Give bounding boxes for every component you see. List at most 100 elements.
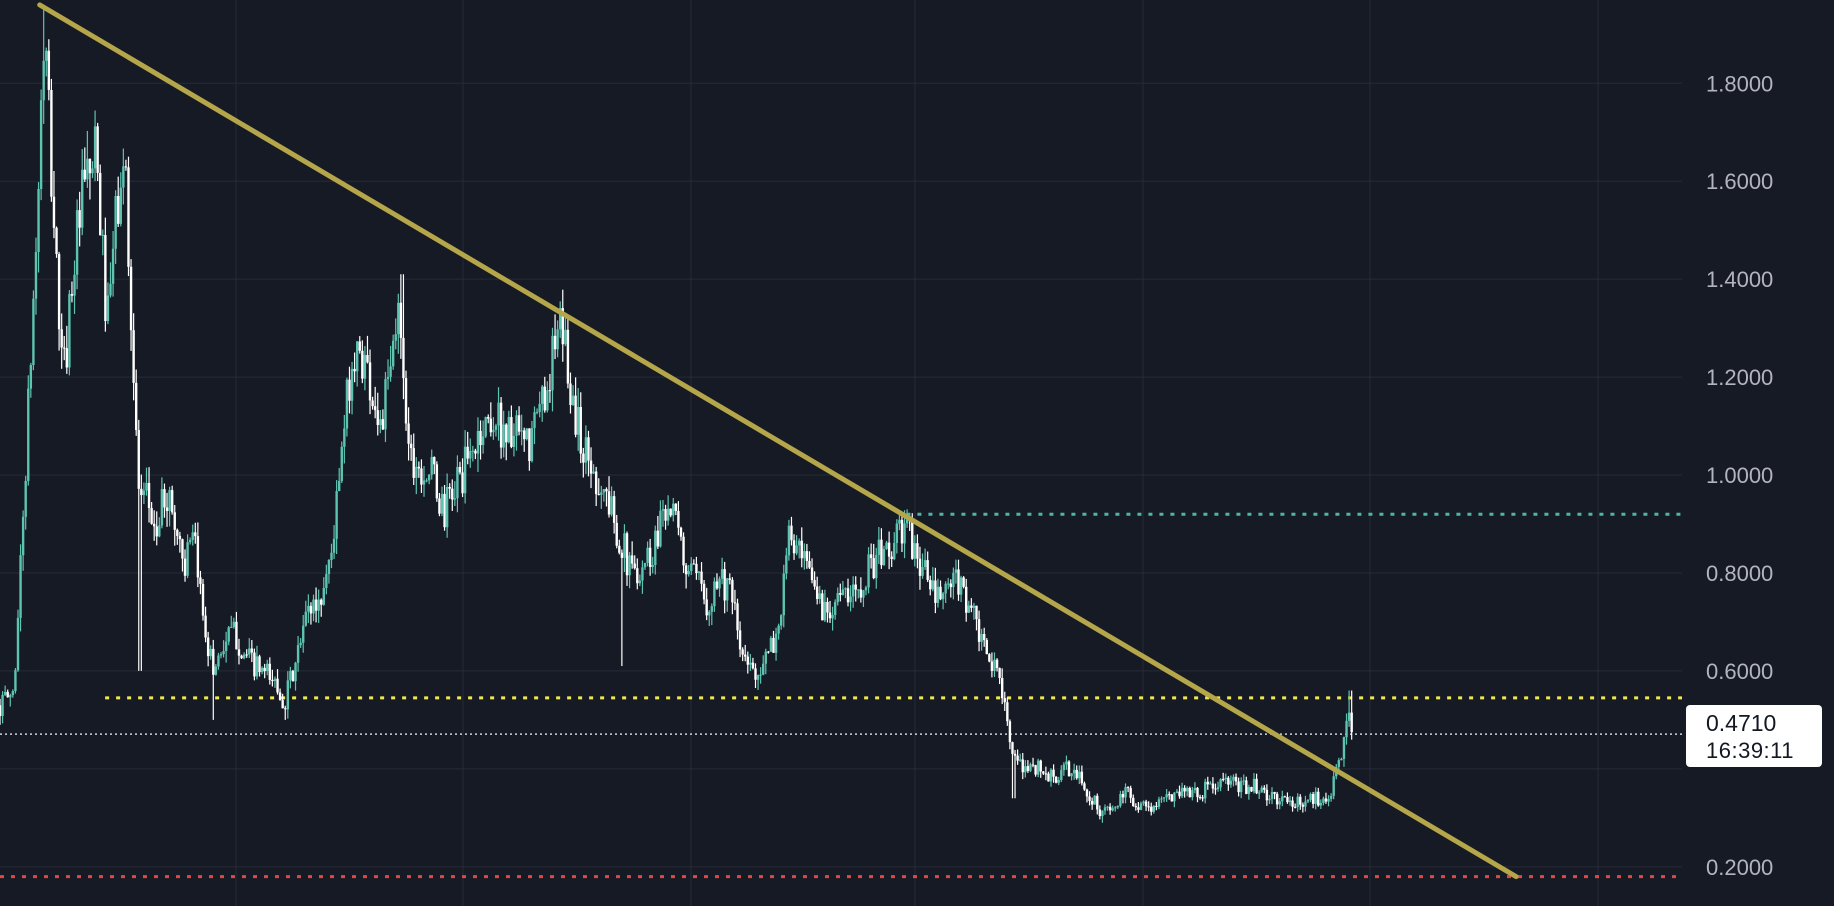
candle-body [1291, 800, 1294, 807]
candle-body [55, 227, 58, 255]
candle-body [1101, 810, 1104, 817]
candle-body [278, 692, 282, 701]
candle-body [1342, 737, 1346, 759]
candle-body [1165, 794, 1168, 798]
candle-body [1054, 776, 1058, 783]
candle-body [353, 368, 356, 372]
candle-body [1301, 804, 1305, 807]
candle-body [420, 468, 423, 485]
candle-body [1257, 792, 1261, 794]
candle-body [523, 430, 526, 440]
candle-body [1221, 779, 1225, 781]
candle-body [841, 589, 845, 595]
candle-body [117, 195, 120, 224]
candle-body [708, 611, 711, 616]
candle-body [528, 428, 531, 462]
candle-body [152, 523, 156, 527]
candle-body [1096, 795, 1099, 810]
price-tick-label: 0.2000 [1706, 855, 1773, 880]
candle-body [728, 578, 732, 580]
candle-body [481, 436, 485, 446]
candle-body [119, 187, 122, 224]
candle-body [433, 456, 436, 465]
candle-body [790, 525, 793, 541]
candle-body [972, 605, 976, 608]
candle-body [1088, 796, 1091, 801]
candle-body [451, 488, 454, 500]
candle-body [186, 542, 189, 576]
candle-body [361, 350, 364, 379]
candle-body [1293, 806, 1297, 808]
trendline-layer[interactable] [37, 2, 1519, 880]
candle-body [1106, 806, 1109, 808]
candle-body [808, 560, 811, 568]
candle-body [101, 235, 104, 237]
candle-body [456, 466, 459, 499]
candle-body [967, 605, 970, 613]
candle-body [466, 446, 469, 459]
candle-body [34, 252, 38, 299]
candle-body [797, 540, 801, 546]
candle-body [3, 691, 7, 695]
candle-body [607, 491, 611, 515]
candle-body [248, 648, 251, 655]
candle-body [1319, 802, 1323, 806]
candle-body [1155, 805, 1158, 807]
candle-body [589, 460, 593, 474]
candle-body [1237, 781, 1240, 793]
candle-body [268, 663, 272, 680]
candle-body [1121, 793, 1125, 798]
candle-body [440, 493, 444, 514]
current-price-label: 0.4710 16:39:11 [1686, 705, 1822, 767]
candle-body [551, 335, 554, 391]
candle-body [47, 50, 51, 90]
candle-body [651, 564, 654, 567]
candle-body [1013, 753, 1017, 756]
candle-body [86, 158, 89, 180]
candle-body [988, 654, 991, 662]
candle-body [1090, 800, 1094, 805]
candle-body [1214, 788, 1217, 790]
current-price-value: 0.4710 [1706, 710, 1777, 736]
candle-body [726, 578, 729, 601]
candle-body [11, 691, 15, 696]
candle-body [497, 402, 500, 426]
candle-body [240, 655, 243, 659]
candle-body [628, 555, 631, 576]
candle-body [615, 522, 618, 546]
candle-body [302, 625, 305, 643]
candle-body [954, 569, 958, 573]
candle-body [160, 489, 164, 526]
candle-body [692, 563, 696, 565]
candle-body [91, 168, 94, 174]
candle-body [594, 471, 598, 495]
candle-body [512, 435, 516, 447]
candle-body [1034, 765, 1037, 775]
candle-body [846, 588, 850, 603]
price-axis[interactable]: 0.2000 0.6000 0.8000 1.0000 1.2000 1.4000 1.60… [1706, 71, 1773, 880]
candle-body [1021, 759, 1024, 773]
candle-body [1078, 771, 1081, 779]
candle-body [1080, 771, 1084, 784]
candle-body [404, 378, 408, 424]
candle-body [900, 519, 904, 544]
candle-body [134, 382, 138, 431]
candle-body [132, 330, 135, 383]
candle-body [751, 662, 755, 669]
candle-body [343, 428, 346, 447]
candle-body [913, 543, 917, 559]
descending-trendline[interactable] [37, 2, 1519, 880]
candle-body [882, 549, 886, 566]
candle-body [1157, 799, 1161, 807]
candle-body [718, 578, 721, 589]
candle-body [1000, 677, 1004, 699]
candle-body [659, 510, 662, 547]
candle-body [1150, 806, 1153, 812]
candle-body [296, 645, 300, 663]
candle-body [754, 668, 757, 680]
candle-body [682, 536, 685, 566]
candle-body [893, 543, 896, 560]
candle-body [990, 661, 994, 671]
